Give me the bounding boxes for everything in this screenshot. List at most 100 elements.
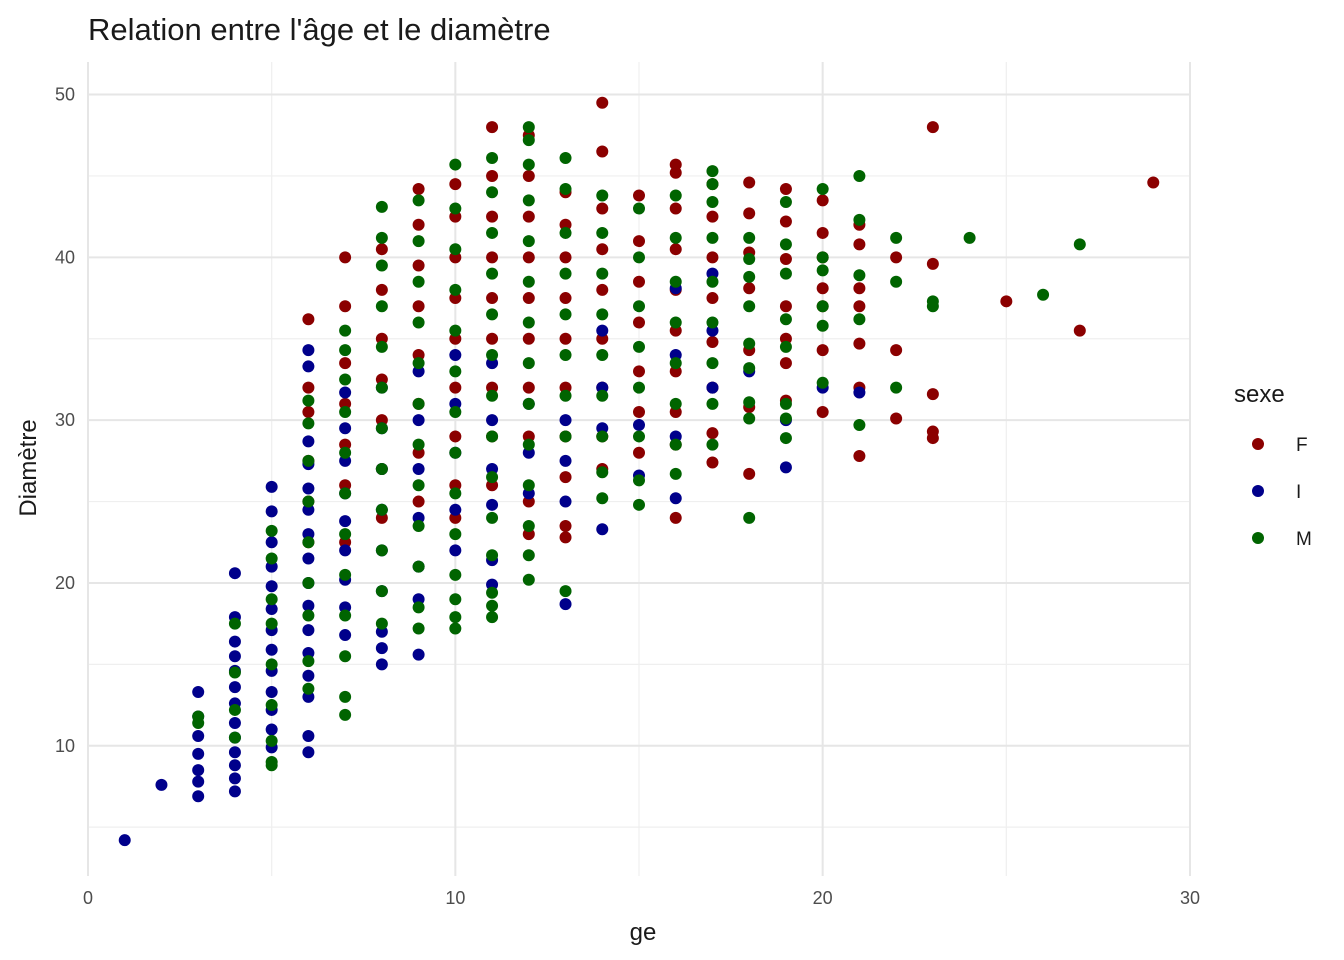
data-point-M (228, 703, 241, 716)
data-point-M (449, 487, 462, 500)
data-point-M (522, 158, 535, 171)
data-point-M (743, 412, 756, 425)
data-point-M (375, 231, 388, 244)
data-point-F (706, 427, 719, 440)
data-point-M (449, 446, 462, 459)
data-point-F (339, 357, 352, 370)
data-point-F (816, 406, 829, 419)
data-point-F (1000, 295, 1013, 308)
data-point-F (522, 381, 535, 394)
data-point-F (522, 332, 535, 345)
data-point-M (302, 609, 315, 622)
legend-title: sexe (1234, 381, 1285, 408)
data-point-M (633, 300, 645, 313)
data-point-M (375, 200, 388, 213)
data-point-M (339, 708, 352, 721)
data-point-M (265, 658, 278, 671)
data-point-I (265, 723, 278, 736)
data-point-I (669, 492, 682, 505)
data-point-M (779, 313, 792, 326)
data-point-M (706, 231, 719, 244)
data-point-I (596, 523, 609, 536)
data-point-I (302, 360, 315, 373)
data-point-M (853, 169, 866, 182)
data-point-M (559, 226, 572, 239)
data-point-M (596, 466, 609, 479)
data-point-I (302, 344, 315, 357)
y-tick-label: 30 (55, 410, 75, 430)
data-point-I (559, 598, 572, 611)
data-point-F (853, 238, 866, 251)
data-point-M (449, 158, 462, 171)
data-point-M (339, 528, 352, 541)
data-point-M (522, 275, 535, 288)
data-point-F (486, 121, 499, 134)
data-point-M (559, 430, 572, 443)
data-point-F (1147, 176, 1160, 189)
data-point-F (559, 531, 572, 544)
data-point-I (339, 422, 352, 435)
data-point-F (522, 292, 535, 305)
data-point-M (486, 549, 499, 562)
data-point-F (449, 430, 462, 443)
data-point-I (192, 764, 205, 777)
data-point-F (669, 511, 682, 524)
data-point-M (412, 194, 425, 207)
data-point-M (816, 264, 829, 277)
data-point-M (559, 349, 572, 362)
data-point-M (596, 189, 609, 202)
data-point-I (265, 686, 278, 699)
legend-label-I: I (1296, 482, 1301, 503)
y-tick-label: 40 (55, 247, 75, 267)
data-point-M (596, 349, 609, 362)
legend-key-F (1252, 438, 1264, 450)
data-point-M (375, 340, 388, 353)
data-point-M (706, 316, 719, 329)
data-point-M (265, 734, 278, 747)
data-point-M (596, 492, 609, 505)
data-point-I (228, 650, 241, 663)
data-point-I (375, 658, 388, 671)
data-point-I (228, 759, 241, 772)
data-point-M (375, 617, 388, 630)
data-point-M (339, 487, 352, 500)
data-point-F (816, 194, 829, 207)
data-point-M (706, 275, 719, 288)
data-point-M (706, 196, 719, 209)
data-point-F (706, 210, 719, 223)
data-point-M (522, 549, 535, 562)
x-axis-ticks: 0 10 20 30 (83, 888, 1200, 908)
data-point-M (853, 419, 866, 432)
data-point-M (228, 666, 241, 679)
data-point-M (375, 503, 388, 516)
data-point-F (706, 251, 719, 264)
data-point-M (302, 536, 315, 549)
data-point-F (559, 292, 572, 305)
data-point-I (265, 643, 278, 656)
chart-title: Relation entre l'âge et le diamètre (88, 12, 551, 47)
data-point-M (302, 495, 315, 508)
data-point-F (596, 96, 609, 109)
data-point-M (743, 231, 756, 244)
data-point-I (486, 498, 499, 511)
data-point-F (743, 207, 756, 220)
data-point-F (486, 292, 499, 305)
data-point-M (779, 267, 792, 280)
data-point-I (449, 544, 462, 557)
data-point-F (596, 283, 609, 296)
data-point-M (265, 593, 278, 606)
data-point-F (302, 313, 315, 326)
data-point-M (375, 463, 388, 475)
data-point-F (412, 218, 425, 231)
data-point-M (228, 617, 241, 630)
data-point-M (375, 300, 388, 313)
data-point-I (633, 419, 645, 432)
data-point-I (412, 414, 425, 427)
data-point-F (302, 406, 315, 419)
data-point-M (228, 731, 241, 744)
data-point-F (890, 344, 903, 357)
data-point-I (412, 648, 425, 661)
data-point-M (412, 275, 425, 288)
data-point-I (596, 324, 609, 337)
data-point-M (596, 430, 609, 443)
